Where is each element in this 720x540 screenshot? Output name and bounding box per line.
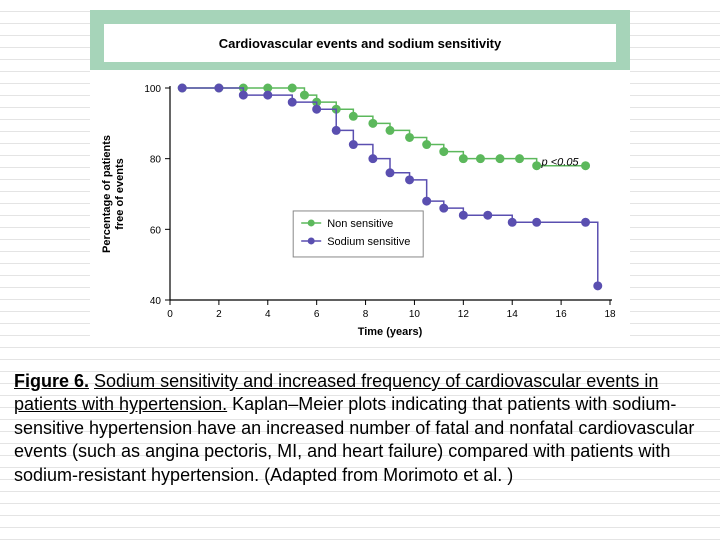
svg-text:80: 80 — [150, 155, 162, 166]
svg-text:18: 18 — [604, 309, 616, 320]
svg-text:60: 60 — [150, 225, 162, 236]
svg-text:14: 14 — [507, 309, 519, 320]
svg-text:p <0.05: p <0.05 — [541, 157, 580, 169]
svg-text:12: 12 — [458, 309, 470, 320]
figure-panel: Cardiovascular events and sodium sensiti… — [90, 10, 630, 345]
svg-text:2: 2 — [216, 309, 222, 320]
svg-text:Non sensitive: Non sensitive — [327, 218, 393, 230]
svg-text:100: 100 — [144, 84, 161, 95]
svg-text:16: 16 — [556, 309, 568, 320]
figure-caption: Figure 6. Sodium sensitivity and increas… — [14, 370, 706, 487]
chart-header-inner: Cardiovascular events and sodium sensiti… — [104, 24, 616, 62]
svg-text:8: 8 — [363, 309, 369, 320]
svg-text:Sodium sensitive: Sodium sensitive — [327, 236, 410, 248]
caption-label: Figure 6. — [14, 371, 89, 391]
km-plot-svg: 406080100Percentage of patientsfree of e… — [90, 70, 630, 345]
svg-text:Time (years): Time (years) — [358, 326, 423, 338]
svg-text:4: 4 — [265, 309, 271, 320]
svg-text:Percentage of patients: Percentage of patients — [101, 135, 113, 253]
svg-text:free of events: free of events — [114, 158, 126, 230]
chart-header: Cardiovascular events and sodium sensiti… — [90, 10, 630, 71]
svg-text:10: 10 — [409, 309, 421, 320]
svg-text:40: 40 — [150, 296, 162, 307]
svg-text:0: 0 — [167, 309, 173, 320]
plot-area: 406080100Percentage of patientsfree of e… — [90, 70, 630, 345]
svg-text:6: 6 — [314, 309, 320, 320]
chart-title: Cardiovascular events and sodium sensiti… — [219, 36, 502, 51]
